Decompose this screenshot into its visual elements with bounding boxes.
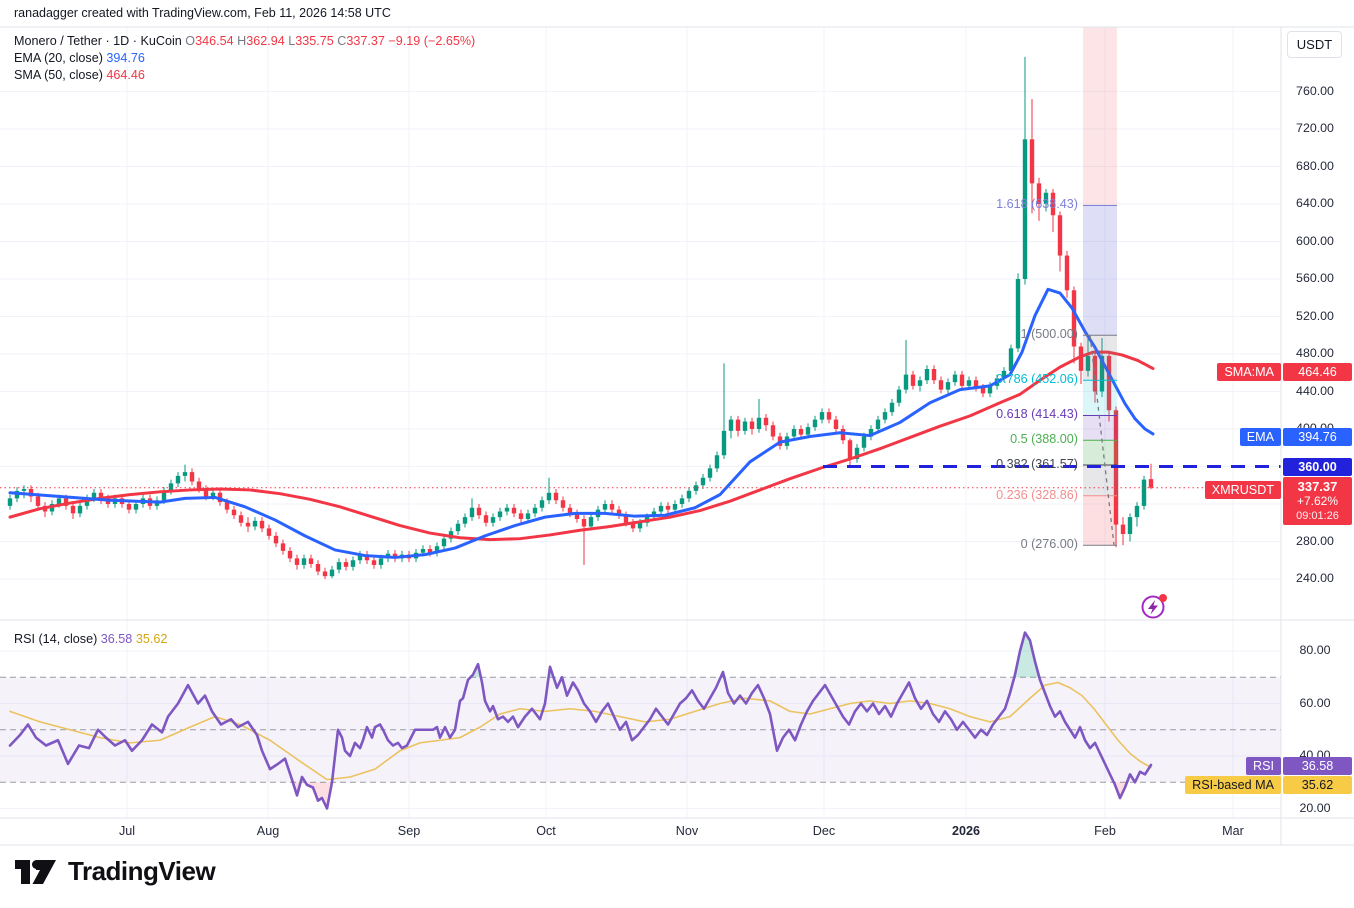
fib-level-label: 0.786 (452.06) xyxy=(996,372,1078,387)
change-value: −9.19 (−2.65%) xyxy=(388,34,476,48)
month-label: Nov xyxy=(675,824,699,838)
sma-legend-row[interactable]: SMA (50, close) 464.46 xyxy=(14,67,475,84)
low-label: L xyxy=(288,34,296,48)
month-label: Aug xyxy=(256,824,280,838)
fib-level-label: 1 (500.00) xyxy=(1020,327,1078,342)
open-label: O xyxy=(185,34,196,48)
month-label: Oct xyxy=(536,824,556,838)
price-tick-label: 760.00 xyxy=(1296,83,1334,98)
ema-axis-value: 394.76 xyxy=(1283,428,1352,446)
symbol-axis-countdown: 09:01:26 xyxy=(1296,510,1339,522)
symbol-axis-pill: XMRUSDT xyxy=(1204,481,1281,499)
fib-level-label: 0.5 (388.00) xyxy=(1010,432,1078,447)
price-tick-label: 640.00 xyxy=(1296,196,1334,210)
tradingview-logo-mark xyxy=(15,859,56,884)
low-value: 335.75 xyxy=(295,34,334,48)
price-tick-label: 680.00 xyxy=(1296,158,1334,173)
fib-level-label: 0.382 (361.57) xyxy=(996,457,1078,472)
tradingview-logo[interactable]: TradingView xyxy=(14,856,216,887)
fib-level-label: 0.236 (328.86) xyxy=(996,487,1078,502)
sma-axis-pill: SMA:MA xyxy=(1217,363,1281,381)
symbol-axis-change: +7.62% xyxy=(1296,494,1339,508)
rsi-legend-row[interactable]: RSI (14, close) 36.58 35.62 xyxy=(14,632,167,646)
price-tick-label: 520.00 xyxy=(1296,308,1334,323)
rsi-axis-pill: RSI xyxy=(1246,757,1281,775)
high-value: 362.94 xyxy=(246,34,285,48)
month-label: Sep xyxy=(397,824,421,838)
sma-label: SMA (50, close) xyxy=(14,68,103,82)
sma-value: 464.46 xyxy=(106,68,145,82)
ema-value: 394.76 xyxy=(106,51,145,65)
rsi-ma-value: 35.62 xyxy=(135,632,168,646)
currency-toggle-button[interactable]: USDT xyxy=(1287,31,1342,58)
rsi-ma-axis-value: 35.62 xyxy=(1283,776,1352,794)
price-tick-label: 560.00 xyxy=(1296,271,1334,285)
price-tick-label: 600.00 xyxy=(1296,233,1334,248)
price-tick-label: 280.00 xyxy=(1296,533,1334,548)
month-label: Jul xyxy=(118,824,136,838)
rsi-tick-label: 60.00 xyxy=(1299,695,1331,710)
price-tick-label: 480.00 xyxy=(1296,346,1334,360)
close-label: C xyxy=(337,34,347,48)
symbol-axis-price-box: 337.37 +7.62% 09:01:26 xyxy=(1283,477,1352,525)
fib-level-label: 0.618 (414.43) xyxy=(996,407,1078,422)
level-axis-value: 360.00 xyxy=(1283,458,1352,476)
rsi-label: RSI (14, close) xyxy=(14,632,98,646)
rsi-tick-label: 20.00 xyxy=(1299,800,1331,815)
symbol-title: Monero / Tether · 1D · KuCoin xyxy=(14,34,182,48)
ema-axis-pill: EMA xyxy=(1239,428,1281,446)
month-label: Feb xyxy=(1094,824,1116,838)
rsi-axis-value: 36.58 xyxy=(1283,757,1352,775)
boost-lightning-icon[interactable] xyxy=(1138,590,1174,624)
month-label: Mar xyxy=(1222,824,1244,838)
price-tick-label: 440.00 xyxy=(1296,383,1334,398)
price-tick-label: 720.00 xyxy=(1296,121,1334,135)
ema-legend-row[interactable]: EMA (20, close) 394.76 xyxy=(14,50,475,67)
rsi-ma-axis-pill: RSI-based MA xyxy=(1185,776,1281,794)
high-label: H xyxy=(237,34,247,48)
open-value: 346.54 xyxy=(195,34,234,48)
ema-label: EMA (20, close) xyxy=(14,51,103,65)
symbol-axis-price: 337.37 xyxy=(1297,479,1338,494)
attribution-text: ranadagger created with TradingView.com,… xyxy=(14,6,391,20)
price-tick-label: 240.00 xyxy=(1296,571,1334,585)
close-value: 337.37 xyxy=(346,34,385,48)
month-label: 2026 xyxy=(951,824,981,838)
sma-axis-value: 464.46 xyxy=(1283,363,1352,381)
chart-legend: Monero / Tether · 1D · KuCoin O346.54 H3… xyxy=(14,33,475,84)
rsi-tick-label: 80.00 xyxy=(1299,643,1331,657)
fib-level-label: 0 (276.00) xyxy=(1020,537,1078,552)
symbol-legend-row[interactable]: Monero / Tether · 1D · KuCoin O346.54 H3… xyxy=(14,33,475,50)
month-label: Dec xyxy=(812,824,836,838)
tradingview-logo-text: TradingView xyxy=(68,856,216,886)
fib-level-label: 1.618 (638.43) xyxy=(996,197,1078,212)
rsi-value: 36.58 xyxy=(100,632,133,646)
